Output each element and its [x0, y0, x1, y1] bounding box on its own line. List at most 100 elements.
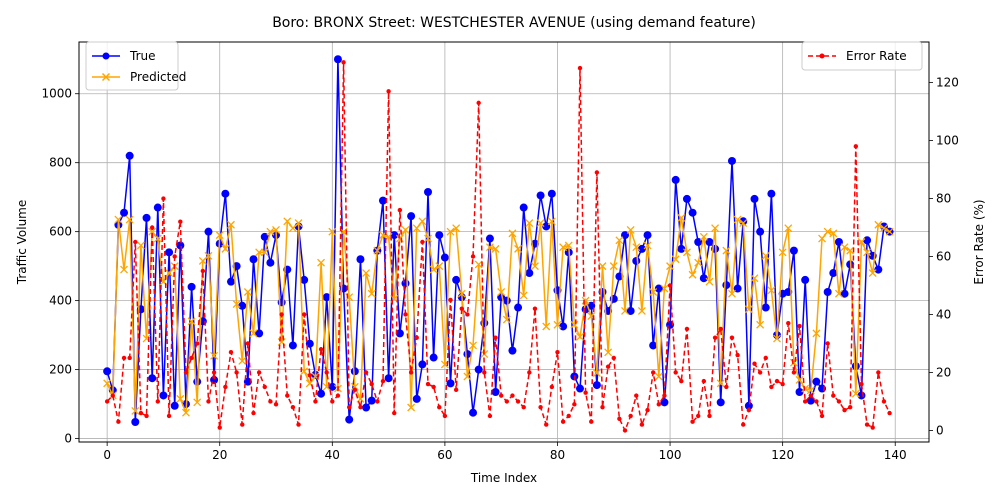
point-error-rate [696, 413, 701, 419]
point-error-rate [510, 393, 515, 398]
point-error-rate [842, 407, 847, 413]
point-predicted [857, 238, 866, 246]
point-error-rate [572, 402, 577, 407]
point-error-rate [138, 410, 144, 416]
x-tick-label: 20 [212, 448, 227, 462]
point-predicted [418, 217, 427, 226]
legend-error-marker [819, 53, 825, 59]
point-error-rate [763, 355, 768, 361]
point-true [435, 231, 444, 240]
point-predicted [744, 305, 753, 314]
point-predicted [187, 317, 196, 326]
point-true [300, 275, 309, 284]
y2-tick-label: 40 [936, 307, 951, 321]
point-true [390, 231, 399, 240]
point-true [249, 255, 258, 264]
point-predicted [243, 288, 252, 296]
y2-tick-label: 20 [936, 365, 951, 379]
point-true [654, 284, 663, 293]
point-predicted [784, 224, 793, 233]
point-error-rate [268, 399, 273, 404]
point-true [266, 258, 275, 267]
point-error-rate [346, 405, 352, 410]
point-error-rate [121, 355, 127, 361]
y2-tick-label: 0 [936, 423, 944, 437]
point-predicted [654, 372, 663, 381]
point-predicted [120, 265, 128, 274]
point-error-rate [476, 100, 481, 106]
point-true [491, 388, 500, 396]
point-true [204, 227, 213, 236]
point-error-rate [690, 419, 695, 424]
point-predicted [485, 243, 494, 252]
legend-true-marker [102, 52, 110, 60]
point-true [716, 398, 725, 407]
point-predicted [210, 351, 219, 360]
point-error-rate [825, 341, 830, 346]
point-true [288, 341, 297, 350]
point-error-rate [504, 399, 510, 404]
point-predicted [103, 379, 112, 388]
point-error-rate [870, 425, 875, 430]
point-true [384, 374, 393, 383]
point-error-rate [335, 393, 341, 398]
point-predicted [570, 320, 579, 329]
point-true [429, 353, 438, 362]
point-error-rate [487, 413, 493, 419]
point-predicted [750, 274, 759, 283]
point-error-rate [161, 196, 166, 201]
x-tick-label: 140 [884, 448, 907, 462]
point-error-rate [718, 326, 723, 332]
point-error-rate [245, 341, 251, 346]
point-true [395, 329, 404, 338]
point-predicted [868, 269, 877, 277]
point-true [744, 401, 753, 410]
point-error-rate [330, 399, 335, 404]
point-error-rate [549, 384, 555, 390]
point-predicted [249, 329, 258, 338]
y-tick-label: 400 [49, 294, 72, 308]
point-error-rate [234, 370, 239, 375]
point-error-rate [380, 378, 386, 384]
point-error-rate [256, 370, 262, 375]
point-predicted [863, 248, 872, 257]
y-tick-label: 800 [49, 156, 72, 170]
point-predicted [834, 289, 843, 298]
point-predicted [632, 243, 641, 252]
point-predicted [294, 219, 303, 227]
x-tick-label: 40 [325, 448, 340, 462]
point-true [125, 151, 134, 160]
point-error-rate [684, 326, 690, 332]
point-predicted [148, 227, 157, 236]
point-true [446, 379, 455, 388]
point-predicted [452, 224, 461, 233]
point-true [120, 208, 129, 217]
point-predicted [463, 372, 472, 381]
y2-tick-label: 60 [936, 249, 951, 263]
point-predicted [412, 224, 421, 233]
point-error-rate [786, 320, 791, 326]
point-error-rate [741, 422, 746, 427]
point-predicted [514, 244, 523, 253]
point-error-rate [195, 341, 200, 346]
point-error-rate [290, 405, 296, 410]
point-predicted [823, 227, 832, 236]
point-predicted [789, 358, 798, 367]
point-error-rate [589, 419, 594, 424]
point-predicted [761, 251, 770, 260]
point-error-rate [836, 399, 842, 404]
point-true [643, 231, 652, 240]
point-true [142, 213, 151, 222]
point-error-rate [482, 370, 487, 375]
point-true [350, 367, 359, 376]
point-error-rate [887, 410, 892, 416]
point-error-rate [324, 370, 329, 375]
point-true [677, 244, 686, 253]
point-predicted [671, 255, 680, 264]
point-error-rate [555, 349, 560, 355]
point-error-rate [369, 381, 374, 387]
point-error-rate [667, 283, 673, 288]
point-predicted [688, 270, 697, 279]
point-error-rate [617, 416, 622, 422]
point-error-rate [251, 410, 256, 416]
